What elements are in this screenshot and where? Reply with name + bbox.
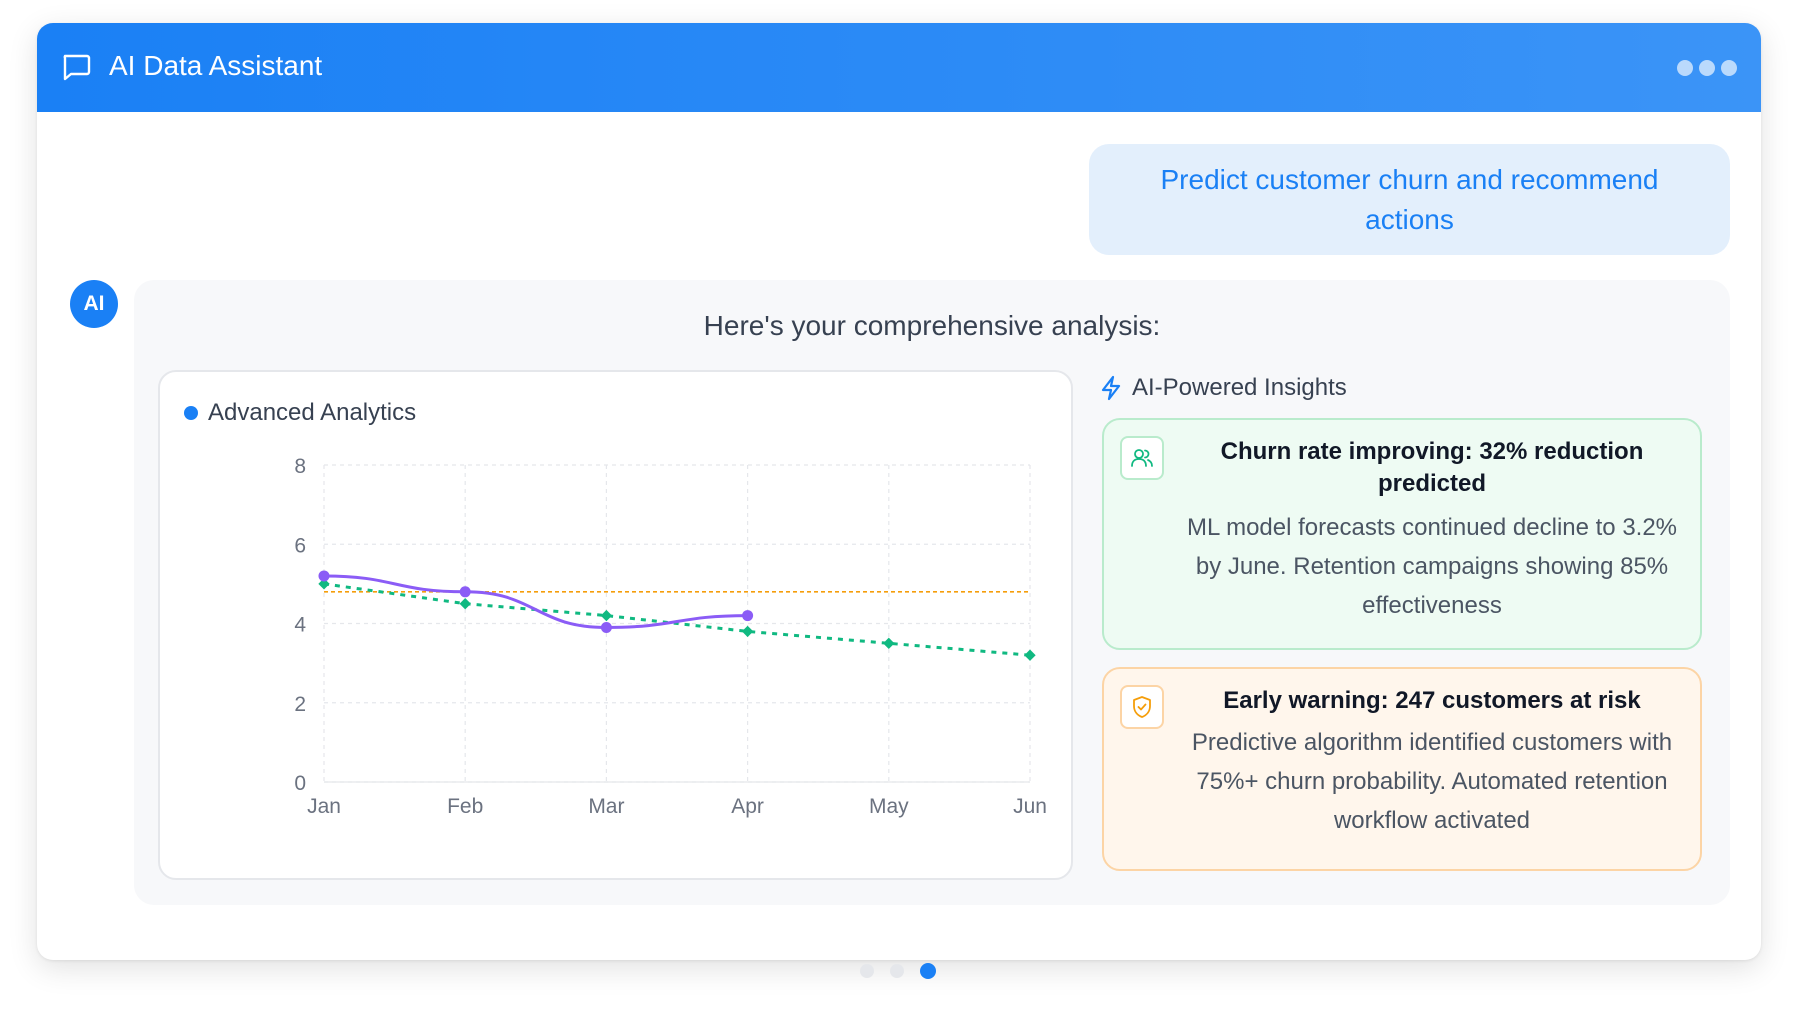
x-tick-label: Apr	[731, 795, 764, 818]
shield-check-icon	[1133, 696, 1151, 718]
carousel-pager	[860, 963, 936, 979]
chat-bubble-icon	[63, 54, 91, 81]
x-tick-label: Jan	[307, 795, 341, 818]
pager-dot[interactable]	[890, 964, 904, 978]
series-point-forecast	[459, 598, 471, 610]
ai-avatar: AI	[70, 280, 118, 328]
series-point-forecast	[741, 625, 754, 638]
window-header: AI Data Assistant	[37, 23, 1761, 112]
response-intro: Here's your comprehensive analysis:	[703, 310, 1161, 341]
series-point-forecast	[318, 578, 330, 590]
x-tick-label: Jun	[1013, 795, 1047, 818]
insight-headline: Early warning: 247 customers at risk	[1223, 687, 1641, 714]
series-point-forecast	[883, 637, 895, 649]
x-tick-label: Mar	[588, 795, 624, 818]
insight-card-warning[interactable]: Early warning: 247 customers at risk Pre…	[1102, 667, 1702, 871]
insight-icon-badge	[1120, 685, 1164, 729]
assistant-window: AI Data Assistant Predict customer churn…	[37, 23, 1761, 960]
analytics-chart-card: Advanced Analytics 0 2 4 6 8 Jan Feb Mar Apr May J…	[158, 370, 1073, 880]
series-point-forecast	[600, 609, 613, 622]
insight-card-churn[interactable]: Churn rate improving: 32% reduction pred…	[1102, 418, 1702, 650]
insight-headline: Churn rate improving: 32% reduction pred…	[1220, 438, 1644, 497]
window-title: AI Data Assistant	[109, 50, 323, 81]
insight-icon-badge	[1120, 436, 1164, 480]
y-tick-label: 2	[294, 693, 306, 716]
y-tick-label: 4	[294, 614, 306, 637]
pager-dot[interactable]	[860, 964, 874, 978]
series-point-forecast	[1024, 649, 1036, 661]
series-point-actual	[742, 610, 754, 622]
series-point-actual	[318, 570, 330, 582]
series-line-actual	[323, 574, 748, 629]
pager-dot-active[interactable]	[920, 963, 936, 979]
more-dots-icon[interactable]	[1677, 60, 1737, 76]
y-tick-label: 6	[294, 534, 306, 557]
line-chart: 0 2 4 6 8 Jan Feb Mar Apr May Jun	[294, 455, 1047, 818]
series-point-actual	[600, 621, 612, 633]
chart-title: Advanced Analytics	[184, 398, 416, 428]
user-message: Predict customer churn and recommend act…	[1089, 144, 1730, 255]
users-icon	[1131, 449, 1153, 467]
chart-legend-dot	[184, 406, 198, 420]
x-tick-label: May	[869, 795, 909, 818]
series-line-forecast	[323, 582, 1031, 657]
chart-title-text: Advanced Analytics	[208, 399, 417, 426]
y-tick-label: 0	[294, 772, 306, 795]
series-point-actual	[459, 586, 471, 598]
ai-response-panel: Here's your comprehensive analysis: Adva…	[134, 280, 1730, 905]
insights-title: AI-Powered Insights	[1100, 373, 1347, 403]
insights-title-text: AI-Powered Insights	[1132, 374, 1347, 401]
insight-body: ML model forecasts continued decline to …	[1186, 514, 1678, 619]
y-tick-label: 8	[294, 455, 306, 478]
x-tick-label: Feb	[447, 795, 483, 818]
lightning-icon	[1101, 375, 1121, 401]
insight-body: Predictive algorithm identified customer…	[1191, 729, 1673, 834]
